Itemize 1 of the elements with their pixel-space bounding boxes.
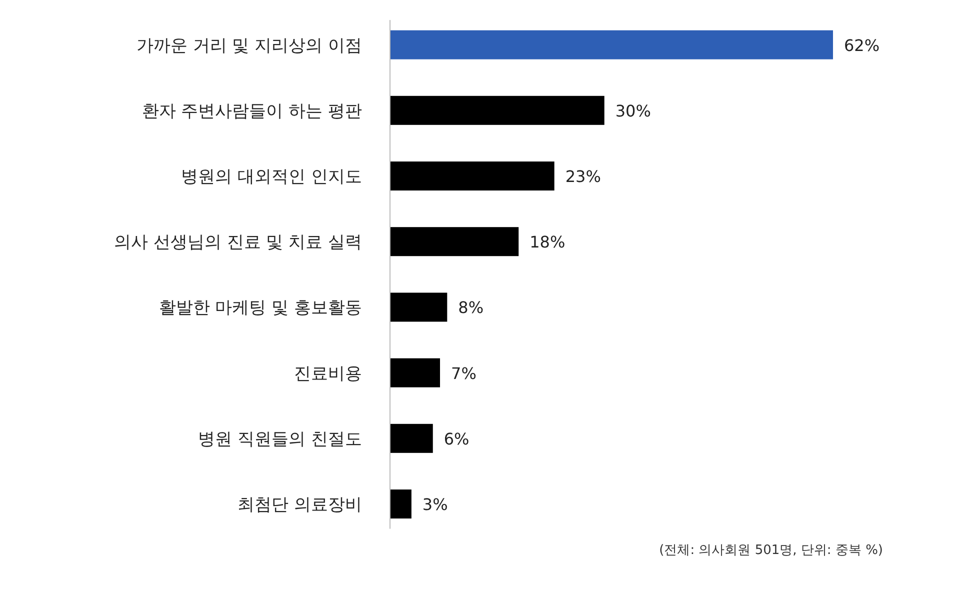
annotation: (전체: 의사회원 501명, 단위: 중복 %) <box>659 543 883 558</box>
